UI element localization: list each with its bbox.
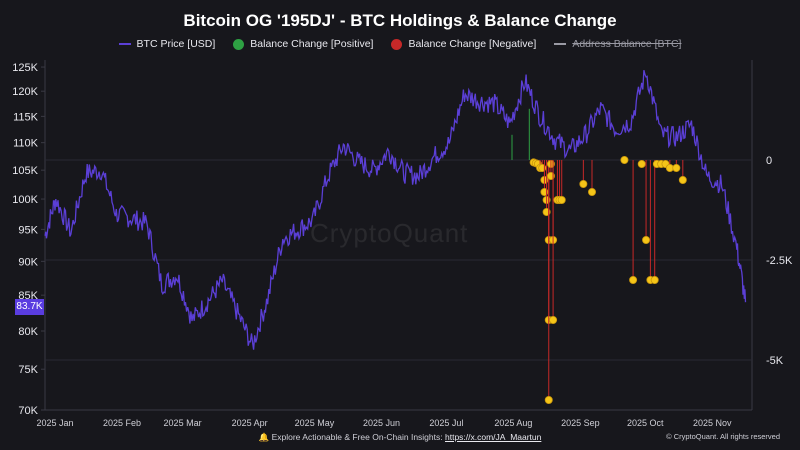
x-tick-label: 2025 May bbox=[295, 418, 335, 428]
bell-icon: 🔔 bbox=[258, 432, 270, 442]
y-right-tick-label: -2.5K bbox=[766, 255, 793, 267]
chart-legend: BTC Price [USD] Balance Change [Positive… bbox=[0, 38, 800, 50]
footer-link[interactable]: https://x.com/JA_Maartun bbox=[445, 432, 542, 442]
x-tick-label: 2025 Mar bbox=[164, 418, 202, 428]
y-left-tick-label: 125K bbox=[12, 62, 38, 74]
legend-line-swatch bbox=[554, 43, 567, 45]
legend-item-positive[interactable]: Balance Change [Positive] bbox=[233, 38, 373, 50]
y-left-tick-label: 110K bbox=[13, 138, 39, 150]
y-right-tick-label: 0 bbox=[766, 155, 772, 167]
x-tick-label: 2025 Nov bbox=[693, 418, 732, 428]
legend-item-btc-price[interactable]: BTC Price [USD] bbox=[118, 38, 216, 50]
legend-dot-swatch bbox=[233, 38, 245, 50]
balance-change-point bbox=[629, 275, 638, 284]
x-tick-label: 2025 Jun bbox=[363, 418, 400, 428]
current-price-badge: 83.7K bbox=[15, 299, 44, 315]
legend-label: Balance Change [Negative] bbox=[408, 38, 537, 50]
x-tick-label: 2025 Apr bbox=[232, 418, 268, 428]
x-tick-label: 2025 Feb bbox=[103, 418, 141, 428]
balance-change-point bbox=[642, 235, 651, 244]
x-tick-label: 2025 Oct bbox=[627, 418, 664, 428]
y-left-tick-label: 95K bbox=[18, 224, 38, 236]
legend-label: Balance Change [Positive] bbox=[250, 38, 374, 50]
copyright: © CryptoQuant. All rights reserved bbox=[666, 432, 780, 441]
x-tick-label: 2025 Jul bbox=[429, 418, 463, 428]
balance-change-point bbox=[544, 395, 553, 404]
y-left-tick-label: 90K bbox=[18, 256, 38, 268]
x-tick-label: 2025 Sep bbox=[561, 418, 600, 428]
x-tick-label: 2025 Aug bbox=[494, 418, 532, 428]
btc-price-line bbox=[44, 70, 747, 350]
y-left-tick-label: 80K bbox=[18, 326, 38, 338]
balance-change-point bbox=[678, 175, 687, 184]
balance-change-point bbox=[557, 195, 566, 204]
legend-dot-swatch bbox=[391, 38, 403, 50]
y-left-tick-label: 105K bbox=[12, 165, 38, 177]
y-left-tick-label: 75K bbox=[18, 364, 38, 376]
y-left-tick-label: 120K bbox=[12, 86, 38, 98]
watermark: CryptoQuant bbox=[310, 218, 469, 248]
y-left-tick-label: 115K bbox=[13, 111, 39, 123]
legend-item-address-balance[interactable]: Address Balance [BTC] bbox=[554, 38, 681, 50]
y-left-tick-label: 70K bbox=[18, 405, 38, 417]
x-tick-label: 2025 Jan bbox=[36, 418, 73, 428]
legend-item-negative[interactable]: Balance Change [Negative] bbox=[391, 38, 536, 50]
y-left-tick-label: 100K bbox=[12, 194, 38, 206]
balance-change-point bbox=[650, 275, 659, 284]
legend-line-swatch bbox=[118, 43, 131, 45]
footer: 🔔 Explore Actionable & Free On-Chain Ins… bbox=[0, 432, 800, 443]
balance-change-point bbox=[620, 155, 629, 164]
balance-change-point bbox=[672, 163, 681, 172]
legend-label: BTC Price [USD] bbox=[136, 38, 216, 50]
balance-change-point bbox=[637, 159, 646, 168]
balance-change-point bbox=[549, 315, 558, 324]
balance-change-point bbox=[579, 179, 588, 188]
balance-change-point bbox=[588, 187, 597, 196]
footer-text: Explore Actionable & Free On-Chain Insig… bbox=[271, 432, 443, 442]
legend-label: Address Balance [BTC] bbox=[572, 38, 682, 50]
chart-title: Bitcoin OG '195DJ' - BTC Holdings & Bala… bbox=[183, 11, 617, 30]
y-right-tick-label: -5K bbox=[766, 355, 784, 367]
